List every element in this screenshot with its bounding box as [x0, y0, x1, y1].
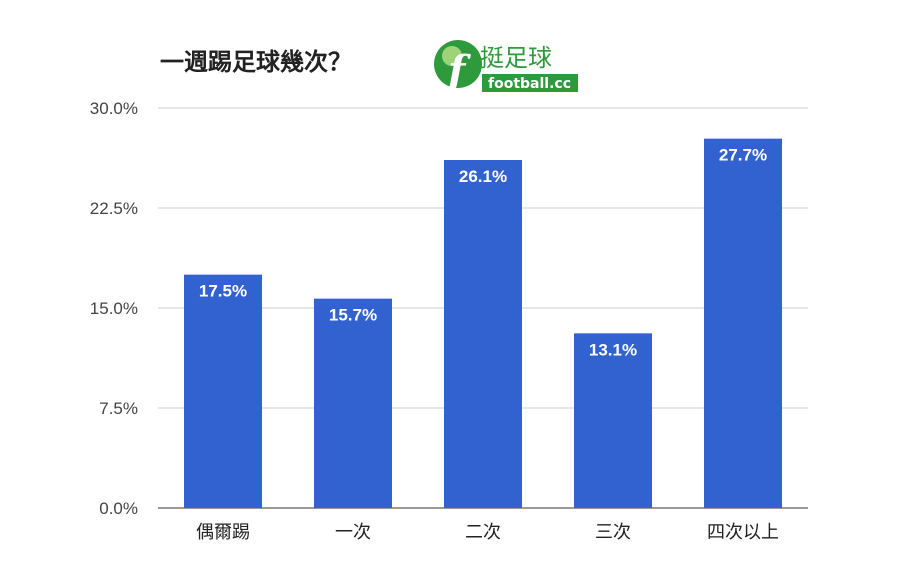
data-label: 26.1% [459, 167, 507, 186]
y-tick-label: 0.0% [99, 499, 138, 518]
y-tick-label: 22.5% [90, 199, 138, 218]
bar [704, 138, 782, 508]
data-label: 13.1% [589, 340, 637, 359]
y-tick-label: 7.5% [99, 399, 138, 418]
football-cc-logo: f 挺足球 football.cc [434, 40, 578, 94]
bar [444, 160, 522, 508]
chart-title: 一週踢足球幾次？ [160, 48, 352, 76]
x-tick-label: 二次 [465, 522, 501, 543]
data-label: 27.7% [719, 146, 767, 165]
y-tick-label: 30.0% [90, 99, 138, 118]
x-tick-label: 偶爾踢 [196, 522, 250, 543]
x-tick-label: 三次 [595, 522, 631, 543]
x-tick-label: 四次以上 [707, 522, 779, 543]
svg-text:football.cc: football.cc [488, 76, 571, 92]
x-tick-label: 一次 [335, 522, 371, 543]
data-label: 15.7% [329, 306, 377, 325]
bar [184, 274, 262, 508]
bar [574, 333, 652, 508]
bar [314, 298, 392, 508]
data-label: 17.5% [199, 282, 247, 301]
svg-text:挺足球: 挺足球 [480, 44, 552, 72]
y-tick-label: 15.0% [90, 299, 138, 318]
